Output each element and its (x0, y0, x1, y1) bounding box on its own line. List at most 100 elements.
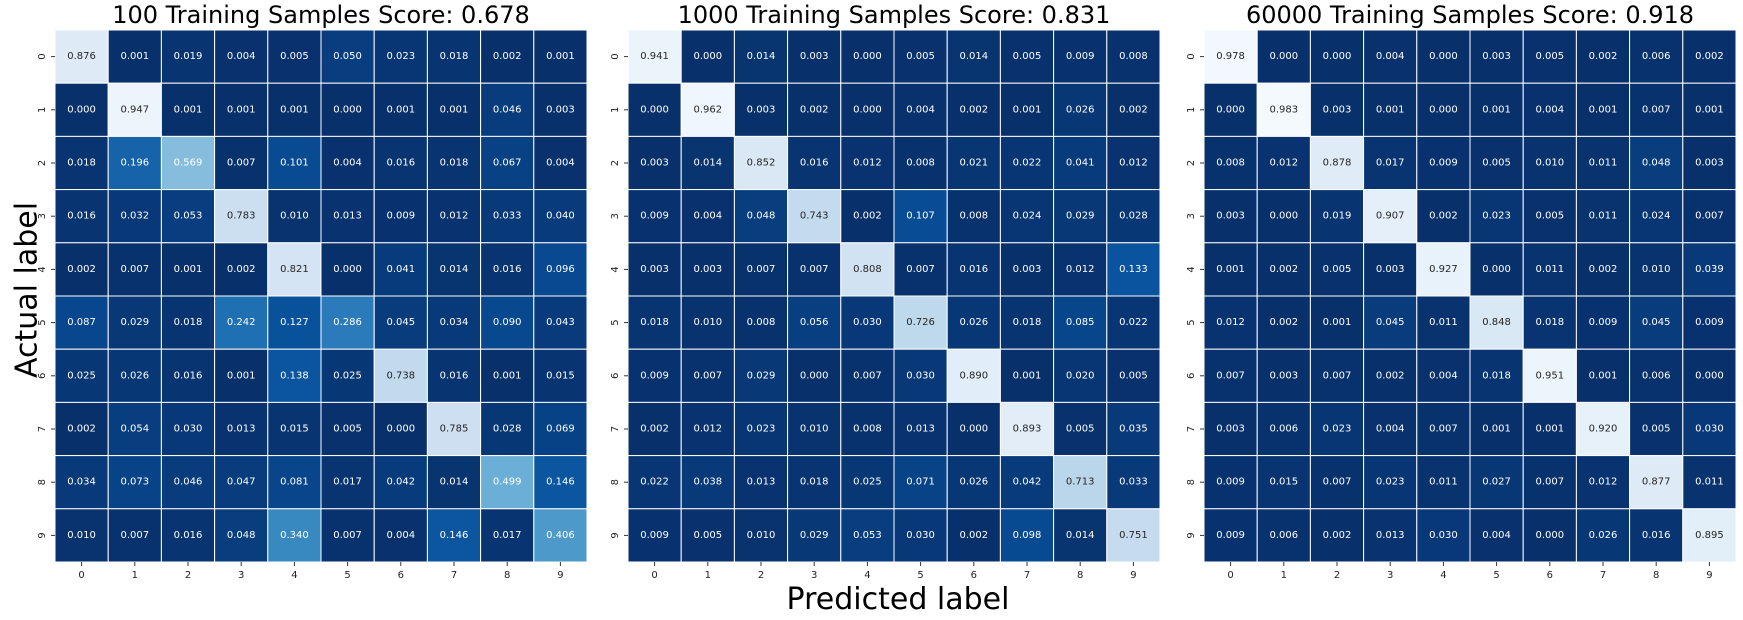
cell-value-label: 0.012 (1589, 477, 1618, 488)
x-tick-label: 6 (398, 570, 404, 581)
cell-value-label: 0.002 (853, 211, 882, 222)
cell-value-label: 0.001 (1589, 370, 1618, 381)
cell-value-label: 0.000 (1269, 211, 1298, 222)
heatmap-cell (1256, 82, 1311, 137)
cell-value-label: 0.004 (1535, 104, 1564, 115)
x-tick-label: 7 (451, 570, 457, 581)
heatmap-cell (680, 82, 735, 137)
cell-value-label: 0.011 (1429, 317, 1458, 328)
y-axis-label: Actual label (10, 202, 45, 378)
heatmap-cell (946, 82, 1001, 137)
cell-value-label: 0.003 (1013, 264, 1042, 275)
cell-value-label: 0.007 (1642, 104, 1671, 115)
heatmap-cell (320, 29, 375, 84)
y-tick-label: 5 (1186, 319, 1197, 325)
heatmap-panel: 100 Training Samples Score: 0.678 0.876 0.… (37, 1, 588, 581)
cell-value-label: 0.011 (1695, 477, 1724, 488)
cell-value-label: 0.017 (493, 530, 522, 541)
y-tick-label: 5 (37, 319, 48, 325)
cell-value-label: 0.025 (333, 370, 362, 381)
cell-value-label: 0.003 (1323, 104, 1352, 115)
cell-value-label: 0.013 (227, 424, 256, 435)
cell-value-label: 0.007 (1429, 424, 1458, 435)
cell-value-label: 0.014 (1066, 530, 1095, 541)
cell-value-label: 0.002 (1269, 264, 1298, 275)
cell-value-label: 0.042 (386, 477, 415, 488)
x-tick-label: 0 (651, 570, 657, 581)
heatmap-cell (1203, 82, 1258, 137)
cell-value-label: 0.001 (1013, 370, 1042, 381)
cell-value-label: 0.000 (1535, 530, 1564, 541)
heatmap-cell (214, 401, 269, 457)
heatmap-cell (999, 189, 1055, 244)
cell-value-label: 0.000 (67, 104, 96, 115)
heatmap-cell (54, 295, 109, 350)
heatmap-cell (1256, 189, 1311, 244)
cell-value-label: 0.002 (1269, 317, 1298, 328)
cell-value-label: 0.018 (640, 317, 669, 328)
cell-value-label: 0.000 (1429, 51, 1458, 62)
cell-value-label: 0.014 (693, 158, 722, 169)
x-tick-label: 1 (132, 570, 138, 581)
heatmap-cell (1682, 295, 1737, 350)
heatmap-cell (1682, 29, 1737, 84)
cell-value-label: 0.003 (800, 51, 829, 62)
heatmap-cell (733, 401, 789, 457)
cell-value-label: 0.004 (333, 158, 362, 169)
heatmap-cell (320, 82, 375, 137)
heatmap-cell (480, 82, 535, 137)
heatmap-cell (1575, 82, 1631, 137)
heatmap-cell (426, 348, 482, 403)
cell-value-label: 0.023 (1323, 424, 1352, 435)
cell-value-label: 0.895 (1695, 530, 1724, 541)
cell-value-label: 0.056 (800, 317, 829, 328)
y-tick-label: 8 (610, 479, 621, 485)
cell-value-label: 0.878 (1323, 158, 1352, 169)
cell-value-label: 0.017 (333, 477, 362, 488)
heatmap-cell (1203, 189, 1258, 244)
cell-value-label: 0.030 (1429, 530, 1458, 541)
cell-value-label: 0.098 (1013, 530, 1042, 541)
heatmap-panel: 60000 Training Samples Score: 0.918 0.978… (1186, 1, 1737, 581)
chart-title: 60000 Training Samples Score: 0.918 (1246, 1, 1694, 29)
heatmap-cell (373, 189, 428, 244)
heatmap-cell (373, 242, 428, 297)
cell-value-label: 0.001 (546, 51, 575, 62)
heatmap-cell (733, 189, 789, 244)
heatmap-cell (1106, 242, 1161, 297)
cell-value-label: 0.009 (1429, 158, 1458, 169)
heatmap-cell (373, 508, 428, 563)
heatmap-cell (1363, 29, 1418, 84)
heatmap-cell (1469, 401, 1524, 457)
cell-value-label: 0.015 (546, 370, 575, 381)
heatmap-cell (1203, 295, 1258, 350)
heatmap-cell (840, 401, 895, 457)
cell-value-label: 0.012 (693, 424, 722, 435)
cell-value-label: 0.026 (959, 317, 988, 328)
cell-value-label: 0.001 (1323, 317, 1352, 328)
cell-value-label: 0.018 (440, 158, 469, 169)
heatmap-cell (1309, 455, 1365, 510)
cell-value-label: 0.000 (1269, 51, 1298, 62)
cell-value-label: 0.004 (1482, 530, 1511, 541)
y-tick-label: 4 (37, 266, 48, 272)
y-tick-label: 7 (1186, 426, 1197, 432)
y-tick-label: 6 (1186, 373, 1197, 379)
cell-value-label: 0.002 (493, 51, 522, 62)
cell-value-label: 0.009 (640, 530, 669, 541)
heatmap-cell (840, 189, 895, 244)
cell-value-label: 0.003 (1216, 424, 1245, 435)
cell-value-label: 0.821 (280, 264, 309, 275)
cell-value-label: 0.017 (1376, 158, 1405, 169)
heatmap-cell (1682, 135, 1737, 191)
x-tick-label: 2 (185, 570, 191, 581)
cell-value-label: 0.029 (120, 317, 149, 328)
cell-value-label: 0.024 (1642, 211, 1671, 222)
heatmap-cell (1256, 29, 1311, 84)
y-tick-label: 0 (1186, 53, 1197, 59)
cell-value-label: 0.043 (546, 317, 575, 328)
cell-value-label: 0.018 (174, 317, 203, 328)
cell-value-label: 0.016 (386, 158, 415, 169)
heatmap-cell (1469, 189, 1524, 244)
heatmap-cell (1575, 135, 1631, 191)
